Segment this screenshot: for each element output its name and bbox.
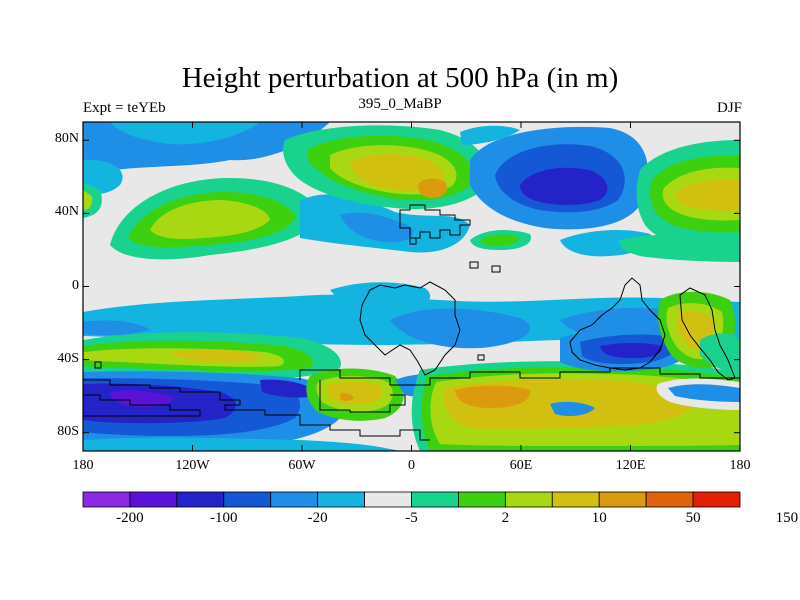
contour-field [83, 122, 740, 451]
colorbar-label: 150 [775, 510, 799, 526]
x-tick-label: 180 [729, 458, 751, 473]
colorbar-label: -200 [116, 510, 144, 526]
colorbar-label: -100 [210, 510, 238, 526]
x-tick-label: 120W [175, 458, 210, 473]
y-tick-label: 40N [54, 204, 79, 220]
colorbar-label: 50 [685, 510, 701, 526]
colorbar-swatch [129, 491, 178, 508]
map-title: Height perturbation at 500 hPa (in m) [181, 62, 619, 94]
colorbar-swatch [364, 491, 412, 508]
colorbar-swatch [317, 491, 365, 508]
colorbar-swatch [223, 491, 272, 508]
y-tick-label: 0 [72, 277, 79, 293]
colorbar-label: 2 [501, 510, 510, 526]
x-tick-label: 180 [72, 458, 94, 473]
colorbar-swatch [598, 491, 647, 508]
y-tick-label: 80S [57, 423, 79, 439]
colorbar-swatch [270, 491, 319, 508]
experiment-label: Expt = teYEb [83, 100, 166, 116]
coastlines [83, 204, 740, 441]
y-tick-label: 40S [57, 350, 79, 366]
colorbar-label: -20 [307, 510, 328, 526]
time-label: 395_0_MaBP [358, 96, 442, 112]
colorbar-swatch [411, 491, 459, 508]
season-label: DJF [716, 100, 742, 116]
x-tick-label: 60W [288, 458, 316, 473]
colorbar-label: -5 [405, 510, 418, 526]
colorbar-swatch [504, 491, 553, 508]
x-tick-label: 120E [615, 458, 646, 473]
colorbar-swatch [551, 491, 600, 508]
axis-ticks [82, 122, 741, 451]
colorbar-swatch [176, 491, 225, 508]
colorbar-swatch [82, 491, 131, 508]
colorbar-swatch [645, 491, 694, 508]
y-tick-label: 80N [54, 131, 79, 147]
x-tick-label: 0 [408, 458, 415, 473]
colorbar-swatch [692, 491, 741, 508]
colorbar [82, 491, 741, 508]
x-tick-label: 60E [509, 458, 533, 473]
colorbar-label: 10 [591, 510, 607, 526]
colorbar-swatch [458, 491, 506, 508]
